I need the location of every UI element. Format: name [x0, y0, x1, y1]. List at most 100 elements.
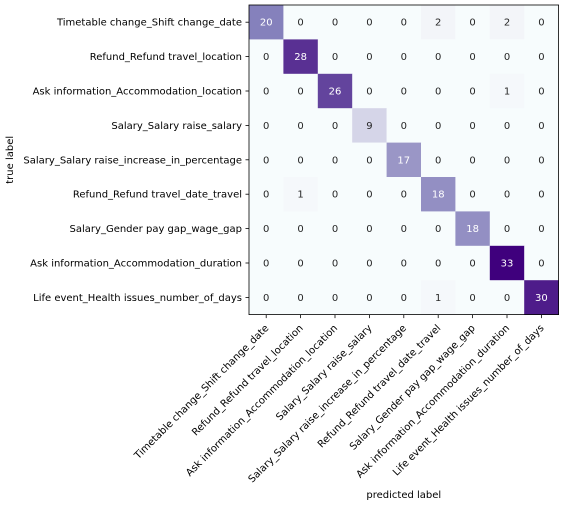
y-tick-label: Timetable change_Shift change_date: [56, 18, 242, 29]
heatmap-cell: [455, 39, 491, 75]
cell-value-label: 26: [329, 87, 342, 98]
cell-value-label: 0: [332, 293, 338, 304]
heatmap-cell: [489, 73, 525, 109]
cell-value-label: 20: [260, 18, 273, 29]
cell-value-label: 0: [366, 190, 372, 201]
heatmap-cell: [352, 39, 387, 75]
heatmap-cell: [421, 177, 456, 212]
cell-value-label: 0: [504, 224, 510, 235]
cell-value-label: 0: [366, 293, 372, 304]
heatmap-cell: [455, 280, 491, 315]
cell-value-label: 1: [435, 293, 441, 304]
heatmap-cells: [249, 5, 559, 315]
cell-value-label: 17: [397, 155, 410, 166]
y-tick-label: Life event_Health issues_number_of_days: [33, 293, 242, 304]
cell-value-label: 0: [469, 155, 475, 166]
cell-value-label: 0: [366, 87, 372, 98]
cell-value-label: 0: [297, 121, 303, 132]
heatmap-cell: [455, 245, 491, 281]
y-axis-label: true label: [5, 136, 16, 184]
cell-value-label: 0: [332, 259, 338, 270]
heatmap-cell: [386, 73, 422, 109]
heatmap-cell: [317, 177, 353, 212]
y-tick-label: Ask information_Accommodation_duration: [30, 259, 242, 270]
cell-value-label: 0: [538, 18, 544, 29]
heatmap-cell: [249, 73, 284, 109]
heatmap-cell: [489, 108, 525, 143]
heatmap-cell: [489, 39, 525, 75]
heatmap-cell: [317, 211, 353, 247]
heatmap-cell: [352, 177, 387, 212]
heatmap-cell: [524, 108, 559, 143]
heatmap-cell: [283, 39, 319, 75]
cell-value-label: 0: [332, 121, 338, 132]
y-tick-label: Ask information_Accommodation_location: [33, 87, 242, 98]
heatmap-cell: [524, 73, 559, 109]
cell-value-label: 0: [263, 224, 269, 235]
heatmap-cell: [524, 142, 559, 178]
heatmap-cell: [317, 280, 353, 315]
heatmap-cell: [421, 245, 456, 281]
cell-value-label: 0: [297, 259, 303, 270]
cell-value-label: 33: [501, 259, 514, 270]
cell-value-label: 0: [435, 155, 441, 166]
heatmap-cell: [352, 108, 387, 143]
heatmap-cell: [455, 177, 491, 212]
heatmap-cell: [489, 142, 525, 178]
cell-value-label: 0: [297, 18, 303, 29]
heatmap-cell: [421, 280, 456, 315]
cell-value-label: 0: [401, 18, 407, 29]
cell-value-label: 0: [469, 293, 475, 304]
cell-value-label: 0: [263, 259, 269, 270]
heatmap-cell: [421, 5, 456, 40]
cell-value-label: 0: [538, 259, 544, 270]
heatmap-cell: [283, 211, 319, 247]
heatmap-cell: [489, 211, 525, 247]
cell-value-label: 0: [297, 293, 303, 304]
cell-value-label: 0: [435, 259, 441, 270]
x-axis-label: predicted label: [366, 490, 441, 501]
heatmap-cell: [489, 177, 525, 212]
cell-value-label: 0: [263, 52, 269, 63]
cell-value-label: 0: [469, 52, 475, 63]
heatmap-cell: [283, 5, 319, 40]
heatmap-cell: [283, 142, 319, 178]
heatmap-cell: [317, 142, 353, 178]
heatmap-cell: [352, 280, 387, 315]
cell-value-label: 0: [469, 259, 475, 270]
heatmap-cell: [386, 280, 422, 315]
heatmap-cell: [352, 142, 387, 178]
heatmap-cell: [283, 177, 319, 212]
heatmap-cell: [317, 245, 353, 281]
cell-values: 20 0 0 0 0 2 0 2 00 28 0 0 0 0 0 0 00 0 26 0 0 0 0 1 00 0 0 9 0 0 0 0 00…: [260, 18, 548, 304]
heatmap-cell: [386, 5, 422, 40]
cell-value-label: 1: [297, 190, 303, 201]
heatmap-cell: [489, 245, 525, 281]
heatmap-cell: [386, 39, 422, 75]
cell-value-label: 0: [538, 87, 544, 98]
heatmap-cell: [455, 142, 491, 178]
heatmap-cell: [421, 108, 456, 143]
cell-value-label: 0: [435, 52, 441, 63]
heatmap-cell: [249, 211, 284, 247]
cell-value-label: 0: [435, 224, 441, 235]
cell-value-label: 0: [401, 190, 407, 201]
heatmap-cell: [489, 5, 525, 40]
cell-value-label: 0: [469, 190, 475, 201]
heatmap-cell: [352, 5, 387, 40]
cell-value-label: 0: [504, 52, 510, 63]
heatmap-cell: [421, 211, 456, 247]
cell-value-label: 0: [401, 224, 407, 235]
heatmap-cell: [317, 5, 353, 40]
heatmap-cell: [352, 211, 387, 247]
y-tick-label: Salary_Salary raise_salary: [111, 121, 242, 132]
heatmap-cell: [524, 5, 559, 40]
cell-value-label: 0: [504, 121, 510, 132]
heatmap-cell: [283, 108, 319, 143]
cell-value-label: 0: [332, 155, 338, 166]
cell-value-label: 0: [469, 121, 475, 132]
cell-value-label: 0: [297, 224, 303, 235]
heatmap-cell: [524, 39, 559, 75]
cell-value-label: 0: [435, 87, 441, 98]
heatmap-cell: [317, 39, 353, 75]
